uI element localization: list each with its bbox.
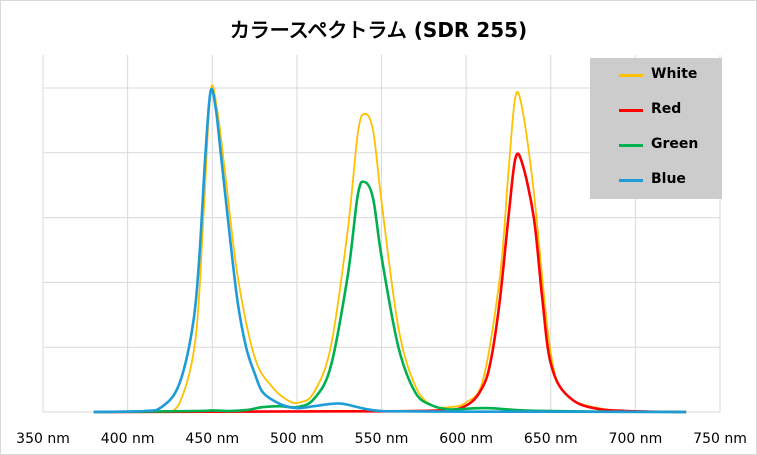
x-tick-label: 600 nm — [439, 431, 493, 447]
legend-item-white: White — [590, 58, 722, 93]
x-tick-label: 350 nm — [16, 431, 70, 447]
legend-swatch — [619, 144, 643, 147]
legend: White Red Green Blue — [590, 58, 722, 199]
legend-swatch — [619, 109, 643, 112]
x-axis: 350 nm 400 nm 450 nm 500 nm 550 nm 600 nm 650 … — [16, 431, 747, 447]
x-tick-label: 700 nm — [609, 431, 663, 447]
x-tick-label: 500 nm — [270, 431, 324, 447]
legend-item-blue: Blue — [590, 163, 722, 198]
x-tick-label: 400 nm — [101, 431, 155, 447]
x-tick-label: 650 nm — [524, 431, 578, 447]
series-line-white — [93, 84, 687, 413]
legend-label: Green — [651, 136, 699, 152]
legend-label: Blue — [651, 171, 686, 187]
legend-item-green: Green — [590, 128, 722, 163]
legend-swatch — [619, 179, 643, 182]
x-tick-label: 450 nm — [185, 431, 239, 447]
legend-item-red: Red — [590, 93, 722, 128]
legend-label: White — [651, 66, 698, 82]
series-group — [93, 84, 687, 414]
legend-swatch — [619, 74, 643, 77]
legend-label: Red — [651, 101, 682, 117]
series-line-green — [93, 180, 687, 414]
x-tick-label: 750 nm — [693, 431, 747, 447]
chart-title: カラースペクトラム (SDR 255) — [229, 18, 528, 42]
x-tick-label: 550 nm — [355, 431, 409, 447]
series-line-blue — [93, 87, 687, 414]
